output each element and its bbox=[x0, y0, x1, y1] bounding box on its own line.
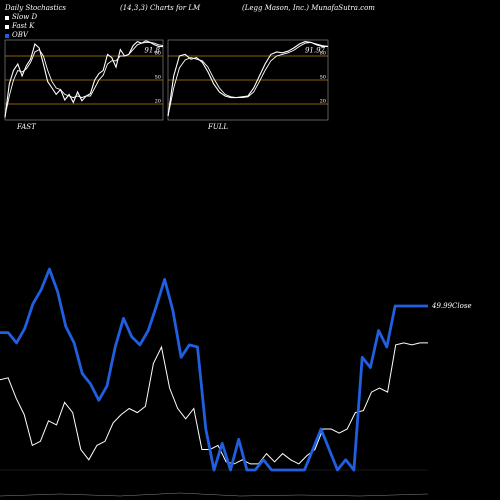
full-series-slow-d bbox=[167, 41, 329, 117]
legend-label-fast-k: Fast K bbox=[12, 22, 35, 30]
full-tick-label-20: 20 bbox=[320, 99, 326, 105]
legend-entry-slow-d: Slow D bbox=[5, 13, 37, 22]
header-right: (Legg Mason, Inc.) MunafaSutra.com bbox=[242, 4, 375, 12]
header-center: (14,3,3) Charts for LM bbox=[120, 4, 201, 12]
legend-label-slow-d: Slow D bbox=[12, 13, 38, 21]
legend-swatch-obv bbox=[5, 33, 9, 38]
full-tick-label-50: 50 bbox=[320, 75, 326, 81]
legend-entry-obv: OBV bbox=[5, 31, 37, 40]
fast-tick-label-20: 20 bbox=[155, 99, 161, 105]
legend-entry-fast-k: Fast K bbox=[5, 22, 37, 31]
close-value: 49.99 bbox=[431, 302, 453, 310]
header-left: Daily Stochastics bbox=[5, 4, 67, 12]
close-value-label: 49.99Close bbox=[431, 302, 472, 310]
legend-swatch-slow-d bbox=[5, 15, 9, 20]
full-value-label: 91.97 bbox=[305, 46, 326, 54]
obv-series-line bbox=[0, 267, 428, 472]
fast-value-label: 91.8 bbox=[144, 47, 160, 55]
price-series-line bbox=[0, 342, 428, 465]
legend-swatch-fast-k bbox=[5, 24, 9, 29]
legend: Slow D Fast K OBV bbox=[5, 13, 37, 40]
bottom-reference-line bbox=[0, 492, 429, 497]
fast-series-fast-k bbox=[4, 40, 164, 118]
fast-tick-label-80: 80 bbox=[155, 51, 161, 57]
close-suffix: Close bbox=[452, 302, 472, 310]
fast-tick-label-50: 50 bbox=[155, 75, 161, 81]
fast-series-slow-d bbox=[4, 41, 164, 117]
legend-label-obv: OBV bbox=[12, 31, 28, 39]
full-tick-label-80: 80 bbox=[320, 51, 326, 57]
fast-panel-title: FAST bbox=[16, 123, 37, 131]
full-panel-title: FULL bbox=[207, 123, 228, 131]
full-series-fast-k bbox=[167, 41, 328, 117]
